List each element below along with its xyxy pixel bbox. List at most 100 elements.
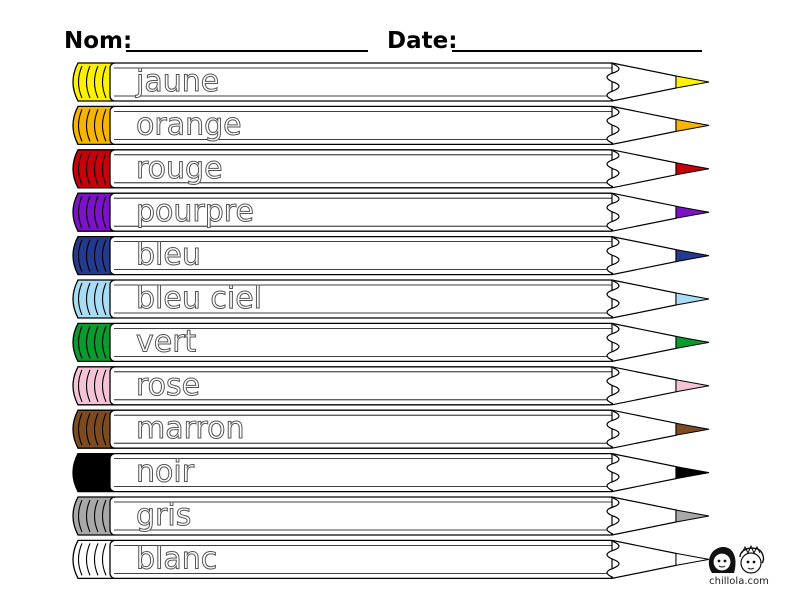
pencil-cap	[72, 62, 115, 102]
pencil-item: jaune	[72, 62, 710, 102]
pencil-cap-rib	[93, 326, 99, 359]
pencil-item: pourpre	[72, 192, 710, 232]
pencil-cap	[72, 322, 115, 363]
pencil-cap-rib	[101, 412, 107, 446]
pencil-cap-rib	[85, 282, 91, 316]
pencil-cap-rib	[101, 195, 107, 229]
pencil-cap-rib	[93, 195, 99, 229]
pencil-shaving-edge	[606, 454, 620, 492]
pencil-cap-rib	[77, 65, 83, 99]
pencil-shaving-edge	[606, 497, 620, 535]
pencil-cap-rib	[101, 65, 107, 99]
pencil-cap-rib	[85, 152, 91, 186]
traceable-color-word: marron	[136, 411, 244, 446]
pencil-cap	[72, 149, 115, 189]
pencil-cap-rib	[93, 499, 99, 533]
pencil-lead	[675, 205, 710, 219]
pencil-cap	[72, 452, 115, 493]
pencil-cap-rib	[93, 369, 99, 403]
pencil-item: noir	[72, 452, 710, 493]
pencil-lead	[675, 249, 710, 263]
pencil-shaving-edge	[606, 150, 620, 188]
pencil-cap-rib	[101, 239, 107, 272]
pencil-item: rose	[72, 366, 710, 406]
pencil-shaving-edge	[606, 323, 620, 361]
pencil-wood-tip	[611, 322, 677, 363]
pencil-item: bleu ciel	[72, 279, 710, 319]
pencil-cap-rib	[85, 499, 91, 533]
pencil-cap-rib	[85, 456, 91, 489]
pencil-cap-rib	[101, 282, 107, 316]
pencil-cap	[72, 496, 115, 536]
pencil-shaving-edge	[606, 63, 620, 101]
traceable-color-word: pourpre	[136, 194, 254, 229]
pencil-wood-tip	[611, 539, 677, 580]
pencil-cap	[72, 539, 115, 580]
traceable-color-word: vert	[136, 324, 197, 359]
pencil-shaving-edge	[606, 367, 620, 405]
pencil-item: gris	[72, 496, 710, 536]
pencil-shaving-edge	[606, 237, 620, 275]
pencil-lead	[675, 335, 710, 349]
pencil-cap	[72, 105, 115, 146]
pencil-lead	[675, 552, 710, 566]
pencil-cap-rib	[101, 152, 107, 186]
pencil-cap-rib	[77, 326, 83, 359]
pencil-cap-rib	[85, 326, 91, 359]
worksheet-header: Nom: Date:	[64, 26, 724, 56]
pencil-item: rouge	[72, 149, 710, 189]
pencil-cap-rib	[77, 282, 83, 316]
pencil-shaving-edge	[606, 106, 620, 144]
pencil-cap-rib	[93, 456, 99, 489]
pencil-wood-tip	[611, 452, 677, 493]
pencil-item: vert	[72, 322, 710, 363]
pencil-lead	[675, 422, 710, 436]
pencil-lead	[675, 75, 710, 89]
traceable-color-word: bleu ciel	[136, 281, 262, 316]
pencil-cap-rib	[101, 456, 107, 489]
pencil-cap-rib	[85, 239, 91, 272]
pencil-cap	[72, 279, 115, 319]
pencil-cap-rib	[85, 369, 91, 403]
pencil-lead	[675, 292, 710, 306]
pencil-cap-rib	[101, 109, 107, 142]
pencil-cap-rib	[93, 152, 99, 186]
pencil-cap-rib	[85, 543, 91, 576]
name-label: Nom:	[64, 28, 133, 54]
pencil-shaving-edge	[606, 193, 620, 231]
traceable-color-word: bleu	[136, 238, 201, 273]
logo-text: chillola.com	[709, 576, 769, 587]
traceable-color-word: rose	[136, 368, 200, 403]
pencil-cap-rib	[93, 543, 99, 576]
two-kids-faces-icon	[708, 544, 765, 574]
pencil-shaving-edge	[606, 410, 620, 448]
pencil-cap-rib	[101, 499, 107, 533]
pencil-cap-rib	[85, 195, 91, 229]
traceable-color-word: jaune	[135, 64, 219, 99]
date-writing-line[interactable]	[452, 50, 702, 52]
pencil-cap-rib	[77, 456, 83, 489]
traceable-color-word: orange	[136, 107, 242, 142]
pencil-cap-rib	[85, 65, 91, 99]
pencil-wood-tip	[611, 279, 677, 319]
traceable-color-word: rouge	[136, 151, 223, 186]
pencil-wood-tip	[611, 105, 677, 146]
pencil-wood-tip	[611, 149, 677, 189]
date-label: Date:	[387, 28, 458, 54]
pencil-wood-tip	[611, 409, 677, 449]
pencil-shaving-edge	[606, 280, 620, 318]
pencil-item: marron	[72, 409, 710, 449]
pencil-lead	[675, 466, 710, 480]
pencil-cap-rib	[77, 195, 83, 229]
pencil-wood-tip	[611, 192, 677, 232]
pencil-lead	[675, 118, 710, 132]
chillola-logo: chillola.com	[704, 543, 774, 598]
pencil-cap	[72, 366, 115, 406]
pencil-shaving-edge	[606, 540, 620, 578]
pencil-wood-tip	[611, 62, 677, 102]
pencil-cap-rib	[77, 543, 83, 576]
pencil-cap-rib	[77, 152, 83, 186]
name-writing-line[interactable]	[126, 50, 368, 52]
pencil-item: orange	[72, 105, 710, 146]
